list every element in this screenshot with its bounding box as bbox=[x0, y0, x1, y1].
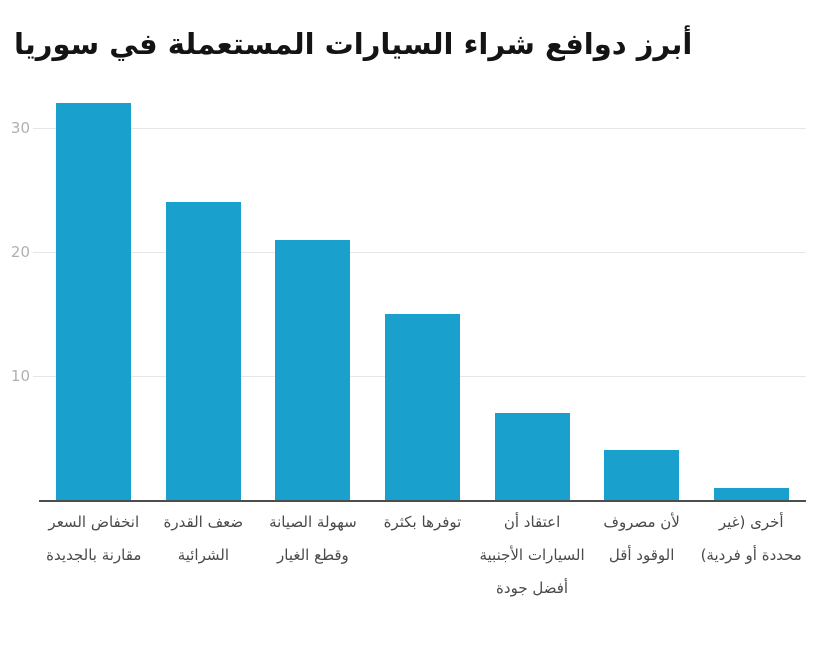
bar bbox=[604, 450, 680, 500]
x-axis-line bbox=[39, 500, 806, 502]
x-axis-category-label: ضعف القدرة الشرائية bbox=[163, 513, 244, 564]
bar bbox=[713, 487, 789, 500]
y-axis-tick-label: 10 bbox=[10, 367, 30, 385]
bar bbox=[275, 239, 351, 500]
x-axis-category-label: انخفاض السعر مقارنة بالجديدة bbox=[46, 513, 142, 564]
x-axis-category-label: أخرى (غير محددة أو فردية) bbox=[700, 513, 802, 564]
gridline bbox=[33, 252, 806, 253]
bar bbox=[165, 202, 241, 500]
chart-title: أبرز دوافع شراء السيارات المستعملة في سو… bbox=[14, 27, 693, 62]
bar bbox=[494, 413, 570, 500]
bar bbox=[56, 103, 132, 500]
x-axis-category-label: لأن مصروف الوقود أقل bbox=[603, 513, 680, 564]
x-axis-category-label: سهولة الصيانة وقطع الغيار bbox=[269, 513, 357, 564]
bar bbox=[385, 314, 460, 500]
y-axis-tick-label: 20 bbox=[10, 243, 30, 261]
x-axis-category-label: توفرها بكثرة bbox=[383, 513, 462, 531]
gridline bbox=[33, 128, 806, 129]
x-axis-category-label: اعتقاد أن السيارات الأجنبية أفضل جودة bbox=[479, 513, 585, 597]
y-axis-tick-label: 30 bbox=[10, 119, 30, 137]
